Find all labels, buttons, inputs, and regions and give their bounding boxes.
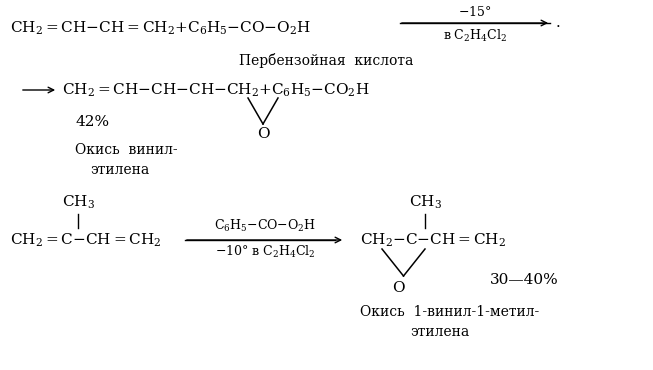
Text: этилена: этилена — [90, 163, 150, 177]
Text: Окись  винил-: Окись винил- — [75, 143, 178, 157]
Text: O: O — [392, 281, 405, 295]
Text: $\mathrm{CH_3}$: $\mathrm{CH_3}$ — [409, 193, 441, 211]
Text: $\mathrm{CH_2{=}CH{-}CH{=}CH_2{+}C_6H_5{-}CO{-}O_2H}$: $\mathrm{CH_2{=}CH{-}CH{=}CH_2{+}C_6H_5{… — [10, 19, 311, 37]
Text: $\mathrm{-10°\ в\ C_2H_4Cl_2}$: $\mathrm{-10°\ в\ C_2H_4Cl_2}$ — [215, 244, 315, 260]
Text: $\mathrm{CH_2{=}C{-}CH{=}CH_2}$: $\mathrm{CH_2{=}C{-}CH{=}CH_2}$ — [10, 231, 162, 249]
Text: этилена: этилена — [410, 325, 470, 339]
Text: O: O — [257, 127, 269, 141]
Text: $\mathrm{CH_3}$: $\mathrm{CH_3}$ — [61, 193, 95, 211]
Text: Окись  1-винил-1-метил-: Окись 1-винил-1-метил- — [360, 305, 539, 319]
Text: Пербензойная  кислота: Пербензойная кислота — [239, 53, 413, 67]
Text: 30—40%: 30—40% — [490, 273, 559, 287]
Text: $\mathrm{CH_2{-}C{-}CH{=}CH_2}$: $\mathrm{CH_2{-}C{-}CH{=}CH_2}$ — [360, 231, 506, 249]
Text: $\mathrm{CH_2{=}CH{-}CH{-}CH{-}CH_2{+}C_6H_5{-}CO_2H}$: $\mathrm{CH_2{=}CH{-}CH{-}CH{-}CH_2{+}C_… — [62, 81, 370, 99]
Text: $-15°$: $-15°$ — [458, 5, 492, 19]
Text: 42%: 42% — [75, 115, 109, 129]
Text: .: . — [556, 16, 561, 30]
Text: $\mathrm{C_6H_5{-}CO{-}O_2H}$: $\mathrm{C_6H_5{-}CO{-}O_2H}$ — [214, 218, 316, 234]
Text: $\mathrm{в\ C_2H_4Cl_2}$: $\mathrm{в\ C_2H_4Cl_2}$ — [443, 28, 507, 44]
